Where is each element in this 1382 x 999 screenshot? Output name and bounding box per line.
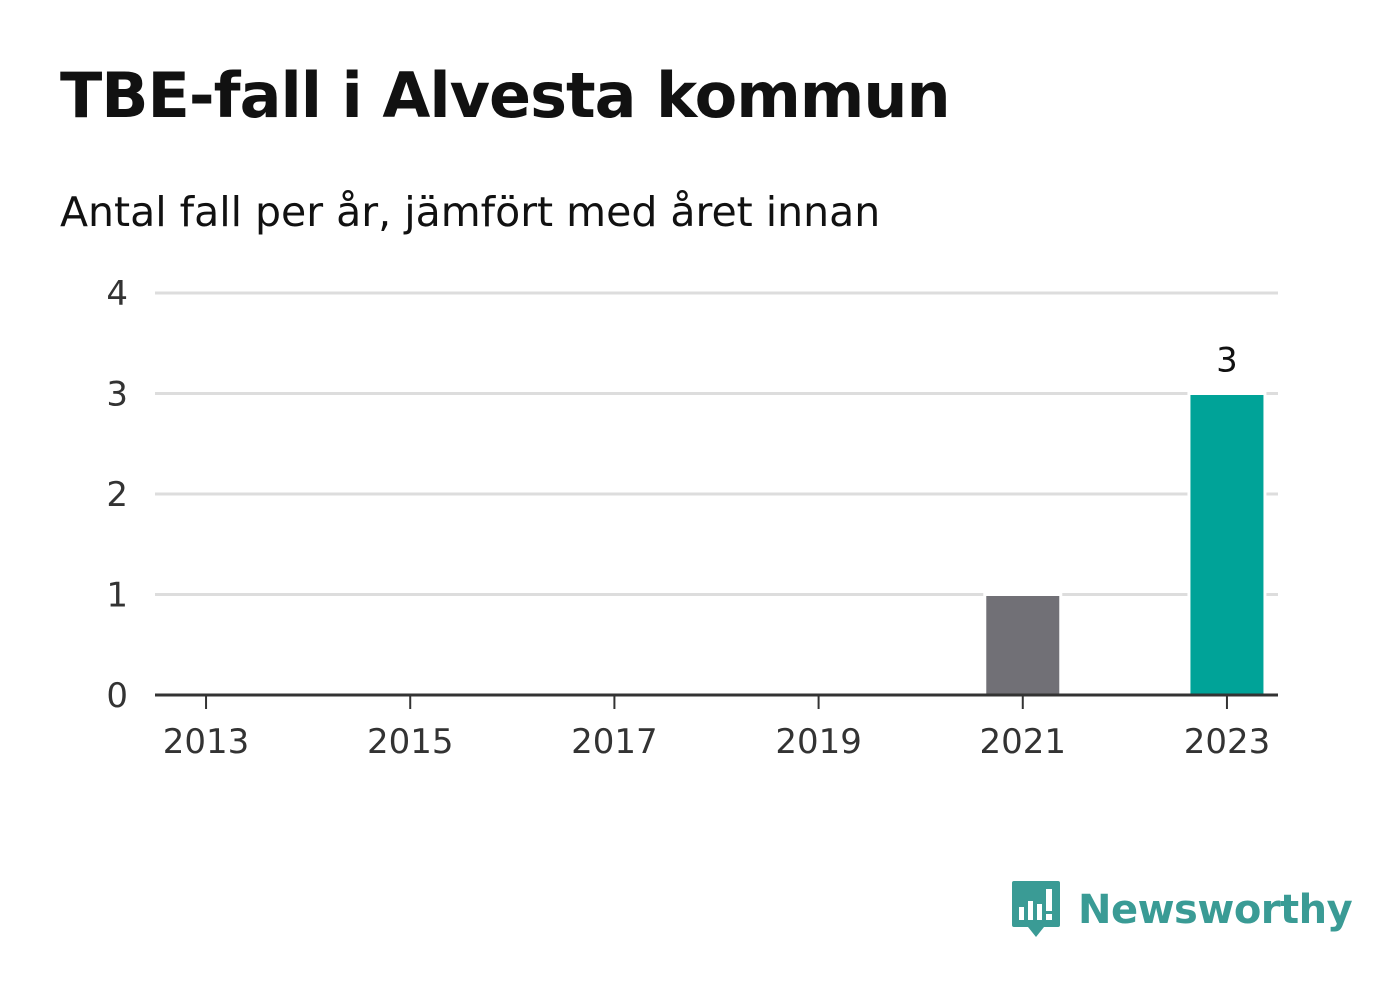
x-tick-label-2019: 2019 [775, 722, 862, 762]
bars [983, 392, 1267, 697]
chart-subtitle: Antal fall per år, jämfört med året inna… [60, 188, 881, 236]
data-label-2023: 3 [1216, 341, 1238, 381]
chart-title: TBE-fall i Alvesta kommun [60, 59, 951, 132]
x-tick-label-2015: 2015 [367, 722, 454, 762]
y-axis-ticks: 0 1 2 3 4 [106, 274, 128, 716]
y-tick-label-2: 2 [106, 475, 128, 515]
data-labels: 3 [1216, 341, 1238, 381]
y-tick-label-4: 4 [106, 274, 128, 314]
bar-2023 [1187, 392, 1267, 697]
x-tick-label-2017: 2017 [571, 722, 658, 762]
newsworthy-logo-icon [1012, 881, 1060, 937]
y-tick-label-0: 0 [106, 676, 128, 716]
bar-2021 [983, 593, 1063, 697]
x-tick-label-2021: 2021 [980, 722, 1067, 762]
brand-name: Newsworthy [1078, 887, 1353, 933]
y-tick-label-1: 1 [106, 576, 128, 616]
x-tick-label-2023: 2023 [1184, 722, 1271, 762]
newsworthy-logo: Newsworthy [1010, 878, 1353, 942]
x-axis-ticks: 2013 2015 2017 2019 2021 2023 [163, 695, 1270, 762]
gridlines [155, 291, 1278, 596]
x-tick-label-2013: 2013 [163, 722, 250, 762]
y-tick-label-3: 3 [106, 375, 128, 415]
